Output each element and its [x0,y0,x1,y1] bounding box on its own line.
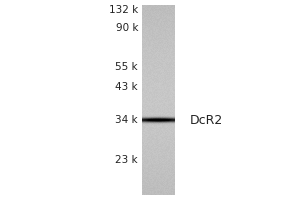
Text: 55 k: 55 k [116,62,138,72]
Text: 34 k: 34 k [116,115,138,125]
Text: 23 k: 23 k [116,155,138,165]
Text: 90 k: 90 k [116,23,138,33]
Text: 43 k: 43 k [116,82,138,92]
Text: 132 k: 132 k [109,5,138,15]
Text: DcR2: DcR2 [190,114,223,127]
